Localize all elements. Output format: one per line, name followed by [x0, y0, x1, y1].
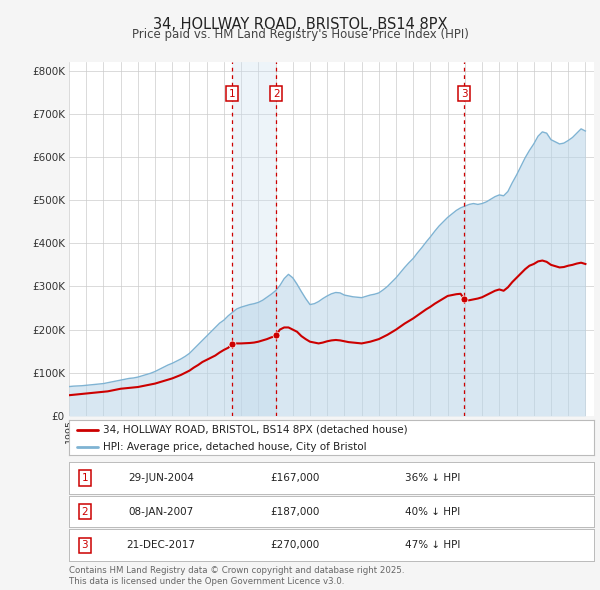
Bar [232, 62, 276, 416]
Text: 2: 2 [273, 89, 280, 99]
Text: 3: 3 [461, 89, 467, 99]
Text: 47% ↓ HPI: 47% ↓ HPI [405, 540, 460, 550]
Text: 29-JUN-2004: 29-JUN-2004 [128, 473, 194, 483]
Text: 21-DEC-2017: 21-DEC-2017 [127, 540, 196, 550]
Text: 2: 2 [82, 507, 88, 516]
Text: 34, HOLLWAY ROAD, BRISTOL, BS14 8PX: 34, HOLLWAY ROAD, BRISTOL, BS14 8PX [153, 17, 447, 31]
Text: Price paid vs. HM Land Registry's House Price Index (HPI): Price paid vs. HM Land Registry's House … [131, 28, 469, 41]
Text: 3: 3 [82, 540, 88, 550]
Text: 1: 1 [82, 473, 88, 483]
Text: £167,000: £167,000 [270, 473, 319, 483]
Text: 34, HOLLWAY ROAD, BRISTOL, BS14 8PX (detached house): 34, HOLLWAY ROAD, BRISTOL, BS14 8PX (det… [103, 425, 408, 435]
Text: Contains HM Land Registry data © Crown copyright and database right 2025.
This d: Contains HM Land Registry data © Crown c… [69, 566, 404, 586]
Text: 1: 1 [229, 89, 236, 99]
Text: £187,000: £187,000 [270, 507, 319, 516]
Text: 08-JAN-2007: 08-JAN-2007 [128, 507, 193, 516]
Text: HPI: Average price, detached house, City of Bristol: HPI: Average price, detached house, City… [103, 442, 367, 453]
Text: £270,000: £270,000 [270, 540, 319, 550]
Text: 36% ↓ HPI: 36% ↓ HPI [405, 473, 460, 483]
Text: 40% ↓ HPI: 40% ↓ HPI [405, 507, 460, 516]
